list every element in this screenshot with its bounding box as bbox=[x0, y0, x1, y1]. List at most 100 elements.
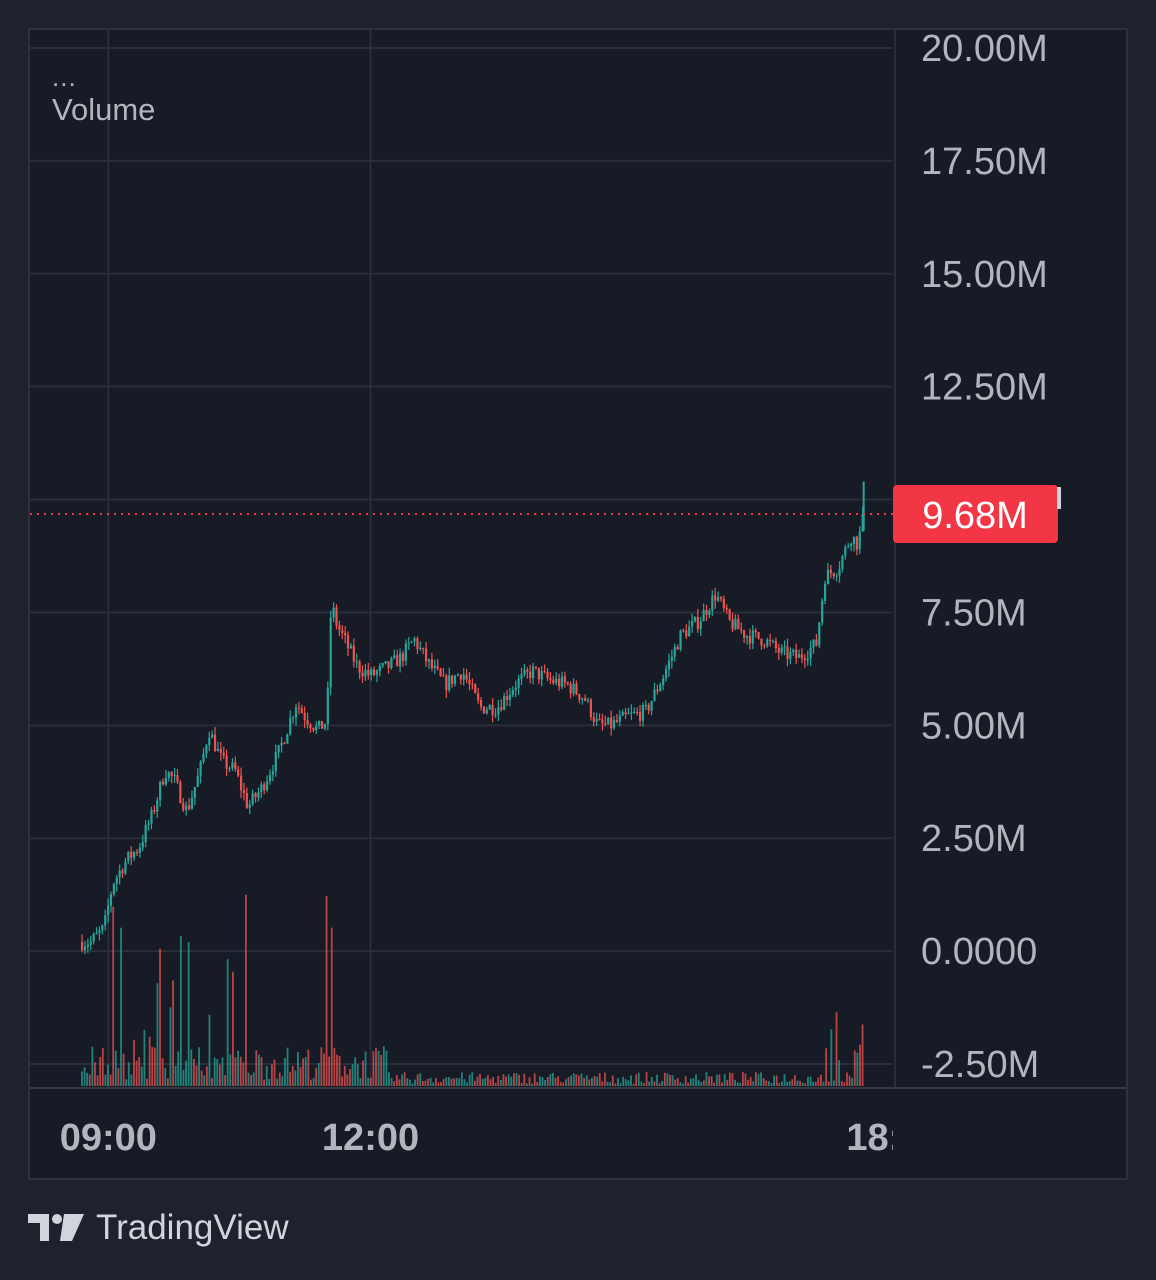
volume-bar bbox=[390, 1077, 393, 1086]
candle-body bbox=[702, 609, 705, 622]
volume-bar bbox=[458, 1078, 461, 1086]
candle-body bbox=[725, 607, 728, 610]
candle-body bbox=[294, 707, 298, 718]
volume-bar bbox=[817, 1077, 820, 1086]
volume-bar bbox=[88, 1074, 91, 1086]
volume-bar bbox=[624, 1079, 627, 1086]
candle-body bbox=[239, 775, 243, 791]
candle-body bbox=[425, 648, 428, 662]
volume-bar bbox=[512, 1073, 515, 1086]
brand-footer[interactable]: TradingView bbox=[28, 1206, 289, 1250]
candle-body bbox=[491, 705, 494, 716]
candle-body bbox=[286, 734, 289, 744]
volume-bar bbox=[382, 1046, 385, 1086]
volume-bar bbox=[325, 896, 328, 1086]
volume-bar bbox=[671, 1075, 674, 1086]
candle-body bbox=[318, 720, 321, 726]
volume-bar bbox=[255, 1050, 258, 1086]
candle-body bbox=[598, 719, 601, 721]
candle-body bbox=[92, 934, 95, 942]
legend-more-button[interactable]: ... bbox=[52, 62, 77, 92]
candle-body bbox=[488, 705, 491, 710]
candle-body bbox=[789, 652, 792, 659]
candle-body bbox=[560, 676, 564, 687]
candle-body bbox=[401, 653, 405, 661]
candle-body bbox=[468, 679, 471, 685]
candle-body bbox=[471, 684, 474, 686]
candle-body bbox=[190, 797, 194, 809]
candle-body bbox=[451, 675, 454, 684]
volume-bar bbox=[195, 1065, 198, 1086]
volume-bar bbox=[838, 1060, 841, 1086]
volume-bar bbox=[203, 1075, 206, 1086]
x-axis-tick-label: 12:00 bbox=[322, 1117, 419, 1159]
volume-bar bbox=[705, 1072, 708, 1086]
candle-body bbox=[352, 645, 355, 662]
volume-bar bbox=[752, 1081, 755, 1086]
candle-body bbox=[245, 792, 248, 808]
volume-bar bbox=[661, 1081, 664, 1086]
volume-bar bbox=[809, 1076, 812, 1086]
candle-body bbox=[393, 655, 396, 658]
volume-bar bbox=[859, 1044, 861, 1086]
volume-bar bbox=[702, 1080, 705, 1086]
volume-bar bbox=[741, 1072, 744, 1086]
volume-bar bbox=[445, 1077, 448, 1086]
volume-bar bbox=[676, 1078, 679, 1086]
candle-body bbox=[777, 648, 780, 653]
volume-bar bbox=[442, 1079, 445, 1086]
volume-bar bbox=[130, 1074, 133, 1086]
volume-bar bbox=[338, 1055, 341, 1086]
volume-bar bbox=[484, 1077, 487, 1086]
last-value-badge bbox=[893, 485, 1058, 544]
volume-bar bbox=[715, 1074, 718, 1086]
volume-bar bbox=[372, 1051, 375, 1086]
candle-body bbox=[557, 678, 561, 687]
candle-body bbox=[150, 810, 153, 824]
candle-body bbox=[266, 781, 269, 790]
volume-bar bbox=[109, 1074, 112, 1086]
volume-bar bbox=[151, 1046, 154, 1086]
candle-body bbox=[786, 646, 789, 659]
candle-body bbox=[589, 699, 592, 718]
volume-bar bbox=[606, 1081, 609, 1086]
volume-bar bbox=[424, 1080, 427, 1086]
volume-bar bbox=[453, 1078, 455, 1086]
candle-body bbox=[763, 645, 766, 647]
volume-bar bbox=[190, 1049, 193, 1086]
volume-bar bbox=[133, 1039, 135, 1086]
volume-bar bbox=[364, 1051, 367, 1086]
volume-bar bbox=[159, 948, 161, 1086]
volume-bar bbox=[393, 1081, 396, 1086]
volume-bar bbox=[299, 1067, 302, 1086]
candle-body bbox=[610, 717, 613, 729]
volume-bar bbox=[572, 1073, 575, 1086]
volume-bar bbox=[429, 1077, 432, 1086]
volume-bar bbox=[580, 1073, 583, 1086]
volume-bar bbox=[744, 1073, 747, 1086]
candle-body bbox=[242, 790, 246, 793]
candle-body bbox=[89, 941, 92, 945]
volume-bar bbox=[273, 1059, 276, 1086]
candle-body bbox=[222, 752, 225, 756]
candle-body bbox=[526, 669, 529, 672]
volume-bar bbox=[708, 1076, 710, 1086]
candle-body bbox=[433, 665, 436, 668]
candle-body bbox=[367, 669, 370, 676]
candle-body bbox=[80, 942, 84, 950]
volume-bar bbox=[515, 1073, 518, 1086]
volume-bar bbox=[281, 1076, 284, 1086]
volume-bar bbox=[526, 1083, 528, 1086]
volume-bar bbox=[546, 1076, 549, 1086]
candle-body bbox=[607, 717, 610, 725]
candle-body bbox=[838, 569, 841, 576]
volume-bar bbox=[479, 1073, 481, 1086]
candle-body bbox=[633, 711, 636, 713]
candle-body bbox=[257, 792, 260, 798]
legend-indicator-name[interactable]: Volume bbox=[52, 92, 156, 128]
candle-body bbox=[737, 618, 740, 630]
volume-bar bbox=[846, 1072, 848, 1086]
candle-body bbox=[757, 632, 760, 639]
candle-body bbox=[361, 672, 364, 677]
